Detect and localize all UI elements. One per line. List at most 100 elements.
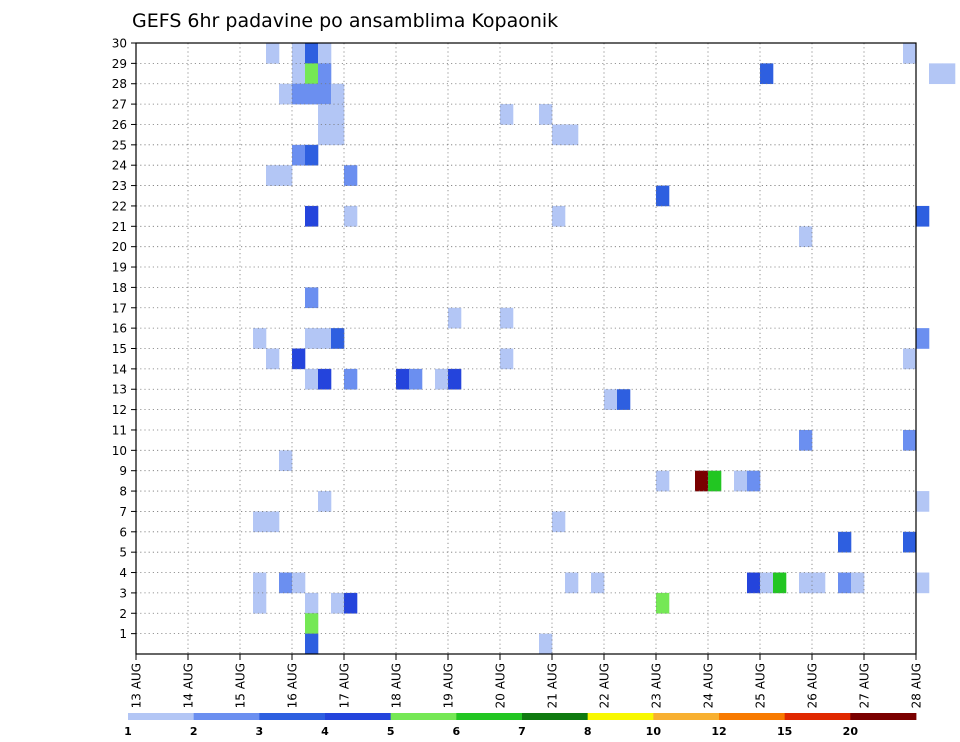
- y-tick-label: 27: [112, 98, 127, 112]
- heatmap-cell: [760, 63, 774, 85]
- grid-layer: [136, 43, 916, 654]
- heatmap-cell: [344, 368, 358, 390]
- heatmap-cell: [331, 328, 345, 349]
- heatmap-cell: [539, 104, 553, 125]
- y-tick-label: 25: [112, 138, 127, 152]
- y-tick-label: 21: [112, 220, 127, 234]
- heatmap-cell: [292, 63, 306, 85]
- colorbar: 1 2 3 4 5 6 7 8 10 12 15 20: [124, 713, 917, 738]
- heatmap-cell: [799, 429, 813, 451]
- heatmap-cell: [656, 470, 670, 492]
- heatmap-cell: [617, 389, 631, 410]
- heatmap-cell: [500, 104, 514, 125]
- heatmap-cell: [318, 368, 332, 390]
- colorbar-label: 1: [124, 725, 132, 738]
- heatmap-cell: [760, 572, 774, 594]
- y-tick-label: 17: [112, 301, 127, 315]
- heatmap-cell: [708, 470, 722, 492]
- y-axis: 1234567891011121314151617181920212223242…: [112, 37, 136, 641]
- heatmap-cell: [903, 348, 917, 370]
- heatmap-cell: [344, 165, 358, 186]
- heatmap-cell: [331, 592, 345, 614]
- heatmap-cell: [500, 307, 514, 329]
- x-tick-label: 27 AUG: [858, 663, 872, 708]
- colorbar-swatch: [522, 713, 589, 720]
- y-tick-label: 26: [112, 118, 127, 132]
- y-tick-label: 12: [112, 403, 127, 417]
- heatmap-cell: [318, 491, 332, 512]
- y-tick-label: 29: [112, 57, 127, 71]
- heatmap-cell: [305, 592, 319, 614]
- heatmap-cell: [279, 450, 293, 471]
- x-tick-label: 28 AUG: [910, 663, 924, 708]
- colorbar-swatch: [193, 713, 260, 720]
- y-tick-label: 5: [119, 546, 127, 560]
- heatmap-cell: [916, 572, 930, 594]
- heatmap-cell: [253, 592, 267, 614]
- heatmap-cell: [903, 429, 917, 451]
- heatmap-cell: [552, 205, 566, 227]
- colorbar-swatch: [653, 713, 720, 720]
- colorbar-swatch: [587, 713, 654, 720]
- heatmap-cell: [929, 63, 943, 85]
- heatmap-cell: [656, 592, 670, 614]
- heatmap-cell: [903, 43, 917, 64]
- y-tick-label: 11: [112, 423, 127, 437]
- y-tick-label: 4: [119, 566, 127, 580]
- heatmap-cell: [799, 572, 813, 594]
- heatmap-cell: [266, 348, 280, 370]
- heatmap-cell: [851, 572, 865, 594]
- y-tick-label: 2: [119, 607, 127, 621]
- y-tick-label: 1: [119, 627, 127, 641]
- colorbar-swatch: [784, 713, 851, 720]
- y-tick-label: 9: [119, 464, 127, 478]
- x-tick-label: 19 AUG: [442, 663, 456, 708]
- heatmap-cell: [331, 83, 345, 105]
- colorbar-swatch: [850, 713, 917, 720]
- colorbar-swatch: [456, 713, 523, 720]
- heatmap-cell: [253, 328, 267, 349]
- colorbar-label: 3: [256, 725, 264, 738]
- x-tick-label: 14 AUG: [182, 663, 196, 708]
- colorbar-swatch: [390, 713, 457, 720]
- heatmap-cell: [305, 287, 319, 309]
- x-axis: 13 AUG 14 AUG 15 AUG 16 AUG 17 AUG 18 AUG 19 A…: [130, 654, 924, 708]
- heatmap-cell: [318, 104, 332, 125]
- y-tick-label: 23: [112, 179, 127, 193]
- heatmap-cell: [656, 185, 670, 207]
- heatmap-cell: [318, 63, 332, 85]
- y-tick-label: 13: [112, 383, 127, 397]
- heatmap-cell: [266, 511, 280, 533]
- y-tick-label: 8: [119, 485, 127, 499]
- heatmap-cell: [799, 226, 813, 247]
- y-tick-label: 7: [119, 505, 127, 519]
- y-tick-label: 18: [112, 281, 127, 295]
- heatmap-cell: [903, 531, 917, 553]
- x-tick-label: 24 AUG: [702, 663, 716, 708]
- heatmap-cell: [448, 368, 462, 390]
- heatmap-cell: [565, 572, 579, 594]
- heatmap-cell: [305, 63, 319, 85]
- heatmap-cell: [552, 124, 566, 146]
- x-tick-label: 26 AUG: [806, 663, 820, 708]
- heatmap-cell: [279, 165, 293, 186]
- heatmap-cell: [292, 83, 306, 105]
- x-tick-label: 20 AUG: [494, 663, 508, 708]
- colorbar-label: 20: [843, 725, 859, 738]
- heatmap-cell: [253, 511, 267, 533]
- y-tick-label: 28: [112, 77, 127, 91]
- x-tick-label: 15 AUG: [234, 663, 248, 708]
- heatmap-cell: [409, 368, 423, 390]
- heatmap-cell: [292, 144, 306, 166]
- x-tick-label: 16 AUG: [286, 663, 300, 708]
- heatmap-cell: [318, 328, 332, 349]
- heatmap-cell: [266, 165, 280, 186]
- heatmap-cell: [331, 104, 345, 125]
- y-tick-label: 24: [112, 159, 127, 173]
- heatmap-cell: [318, 83, 332, 105]
- heatmap-cell: [279, 572, 293, 594]
- colorbar-swatch: [325, 713, 392, 720]
- heatmap-cell: [773, 572, 787, 594]
- heatmap-cell: [266, 43, 280, 64]
